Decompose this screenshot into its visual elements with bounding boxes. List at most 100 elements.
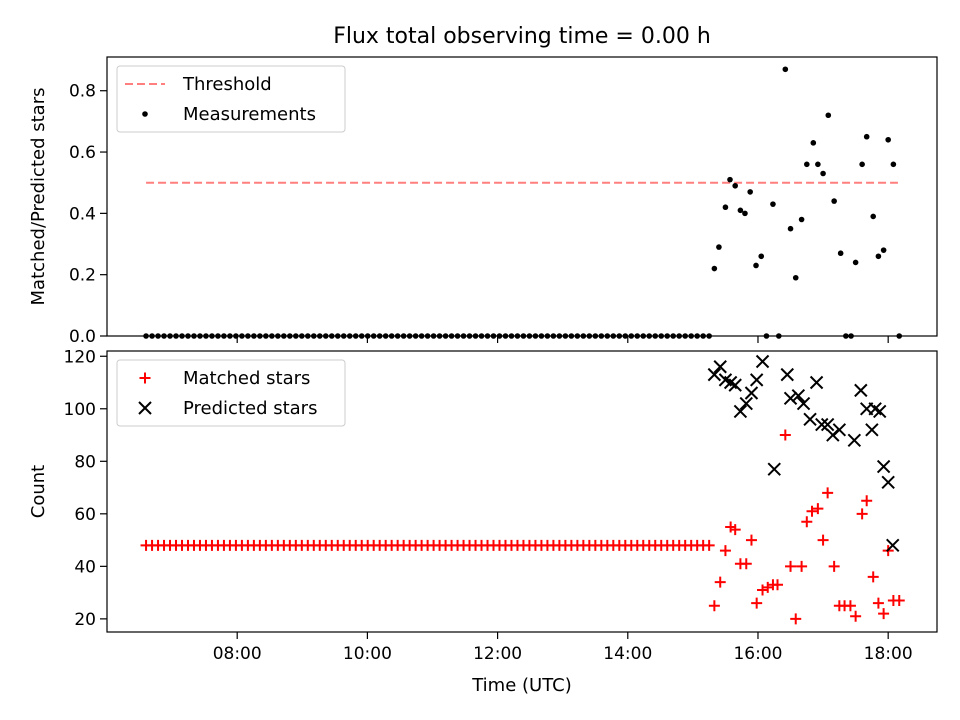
data-point <box>837 250 844 257</box>
data-point <box>844 600 856 612</box>
data-point <box>707 367 722 382</box>
data-point <box>772 579 784 591</box>
data-point <box>755 354 770 369</box>
data-point <box>727 176 733 183</box>
data-point <box>711 265 718 272</box>
data-point <box>744 386 759 400</box>
y-tick-label: 0.8 <box>69 82 96 102</box>
data-point <box>796 560 808 572</box>
data-point <box>801 516 813 528</box>
data-point <box>792 274 799 281</box>
y-tick-label: 0.6 <box>69 143 96 163</box>
data-point <box>785 560 797 572</box>
data-point <box>820 417 835 432</box>
y-axis-label: Count <box>28 465 49 518</box>
plot-frame <box>106 350 938 633</box>
y-axis-label: Matched/Predicted stars <box>28 88 49 306</box>
data-point <box>719 545 731 557</box>
legend-swatch <box>142 111 148 117</box>
data-point <box>737 207 744 214</box>
data-point <box>852 259 859 266</box>
legend-label: Predicted stars <box>183 398 317 419</box>
y-tick-label: 120 <box>64 347 96 367</box>
data-point <box>716 244 722 250</box>
y-tick-label: 80 <box>74 452 96 472</box>
x-tick-label: 16:00 <box>733 644 782 664</box>
data-point <box>812 503 824 515</box>
data-point <box>708 600 720 612</box>
data-point <box>820 170 826 177</box>
legend-label: Matched stars <box>183 368 310 389</box>
data-point <box>749 373 764 387</box>
data-point <box>809 375 824 390</box>
legend-box <box>116 65 346 133</box>
data-point <box>751 597 763 609</box>
data-point <box>729 524 741 536</box>
data-point <box>822 487 834 499</box>
data-point <box>703 539 715 551</box>
data-point <box>806 505 818 517</box>
data-point <box>875 253 882 260</box>
data-point <box>886 538 900 553</box>
y-tick-label: 20 <box>74 610 96 630</box>
data-point <box>847 433 862 447</box>
data-point <box>815 417 829 432</box>
data-point <box>885 136 891 143</box>
y-tick-label: 100 <box>64 400 96 420</box>
y-tick-label: 0.2 <box>69 266 96 286</box>
y-tick-label: 0.0 <box>69 327 96 347</box>
data-point <box>770 201 776 207</box>
data-point <box>742 210 748 217</box>
data-point <box>870 213 877 220</box>
data-point <box>804 161 810 168</box>
data-point <box>714 576 726 588</box>
data-point <box>713 360 727 374</box>
data-point <box>722 204 729 211</box>
legend-box <box>116 359 346 427</box>
data-point <box>859 161 865 168</box>
data-point <box>780 367 794 382</box>
data-point <box>872 597 884 609</box>
data-point <box>856 508 868 520</box>
data-point <box>753 262 759 269</box>
x-tick-label: 10:00 <box>343 644 392 664</box>
data-point <box>893 594 905 606</box>
legend-swatch <box>138 401 152 415</box>
data-point <box>796 396 811 411</box>
x-tick-label: 18:00 <box>864 644 913 664</box>
data-point <box>850 610 862 622</box>
x-tick-label: 12:00 <box>473 644 522 664</box>
data-point <box>825 112 832 119</box>
y-tick-label: 40 <box>74 557 96 577</box>
data-point <box>861 495 873 507</box>
figure-title: Flux total observing time = 0.00 h <box>333 24 711 49</box>
data-point <box>828 560 840 572</box>
data-point <box>865 423 879 437</box>
data-point <box>876 459 891 474</box>
y-tick-label: 0.4 <box>69 204 96 224</box>
x-axis-label: Time (UTC) <box>471 675 572 696</box>
plot-frame <box>106 56 938 337</box>
data-point <box>863 133 870 140</box>
legend: Matched stars Predicted stars <box>116 359 346 427</box>
y-tick-label: 60 <box>74 505 96 525</box>
top-chart: 0.0 0.2 0.4 0.6 0.8 Matched/Predicted stars Th… <box>28 56 938 347</box>
data-point <box>791 388 806 403</box>
data-point <box>810 140 817 146</box>
data-point <box>783 391 798 405</box>
bottom-chart: 20 40 60 80 100 120 08:00 10:00 12:00 14:00 16:00 1… <box>28 347 938 696</box>
data-point <box>854 383 868 398</box>
data-point <box>881 475 895 490</box>
data-point <box>779 429 791 441</box>
data-point <box>739 396 753 411</box>
series-predicted-stars <box>707 354 900 553</box>
data-point <box>878 608 890 620</box>
data-point <box>790 613 802 625</box>
legend: Threshold Measurements <box>116 65 346 133</box>
legend-label: Threshold <box>182 74 272 95</box>
data-point <box>758 253 765 260</box>
data-point <box>740 558 752 570</box>
data-point <box>832 423 847 437</box>
data-point <box>747 189 753 195</box>
